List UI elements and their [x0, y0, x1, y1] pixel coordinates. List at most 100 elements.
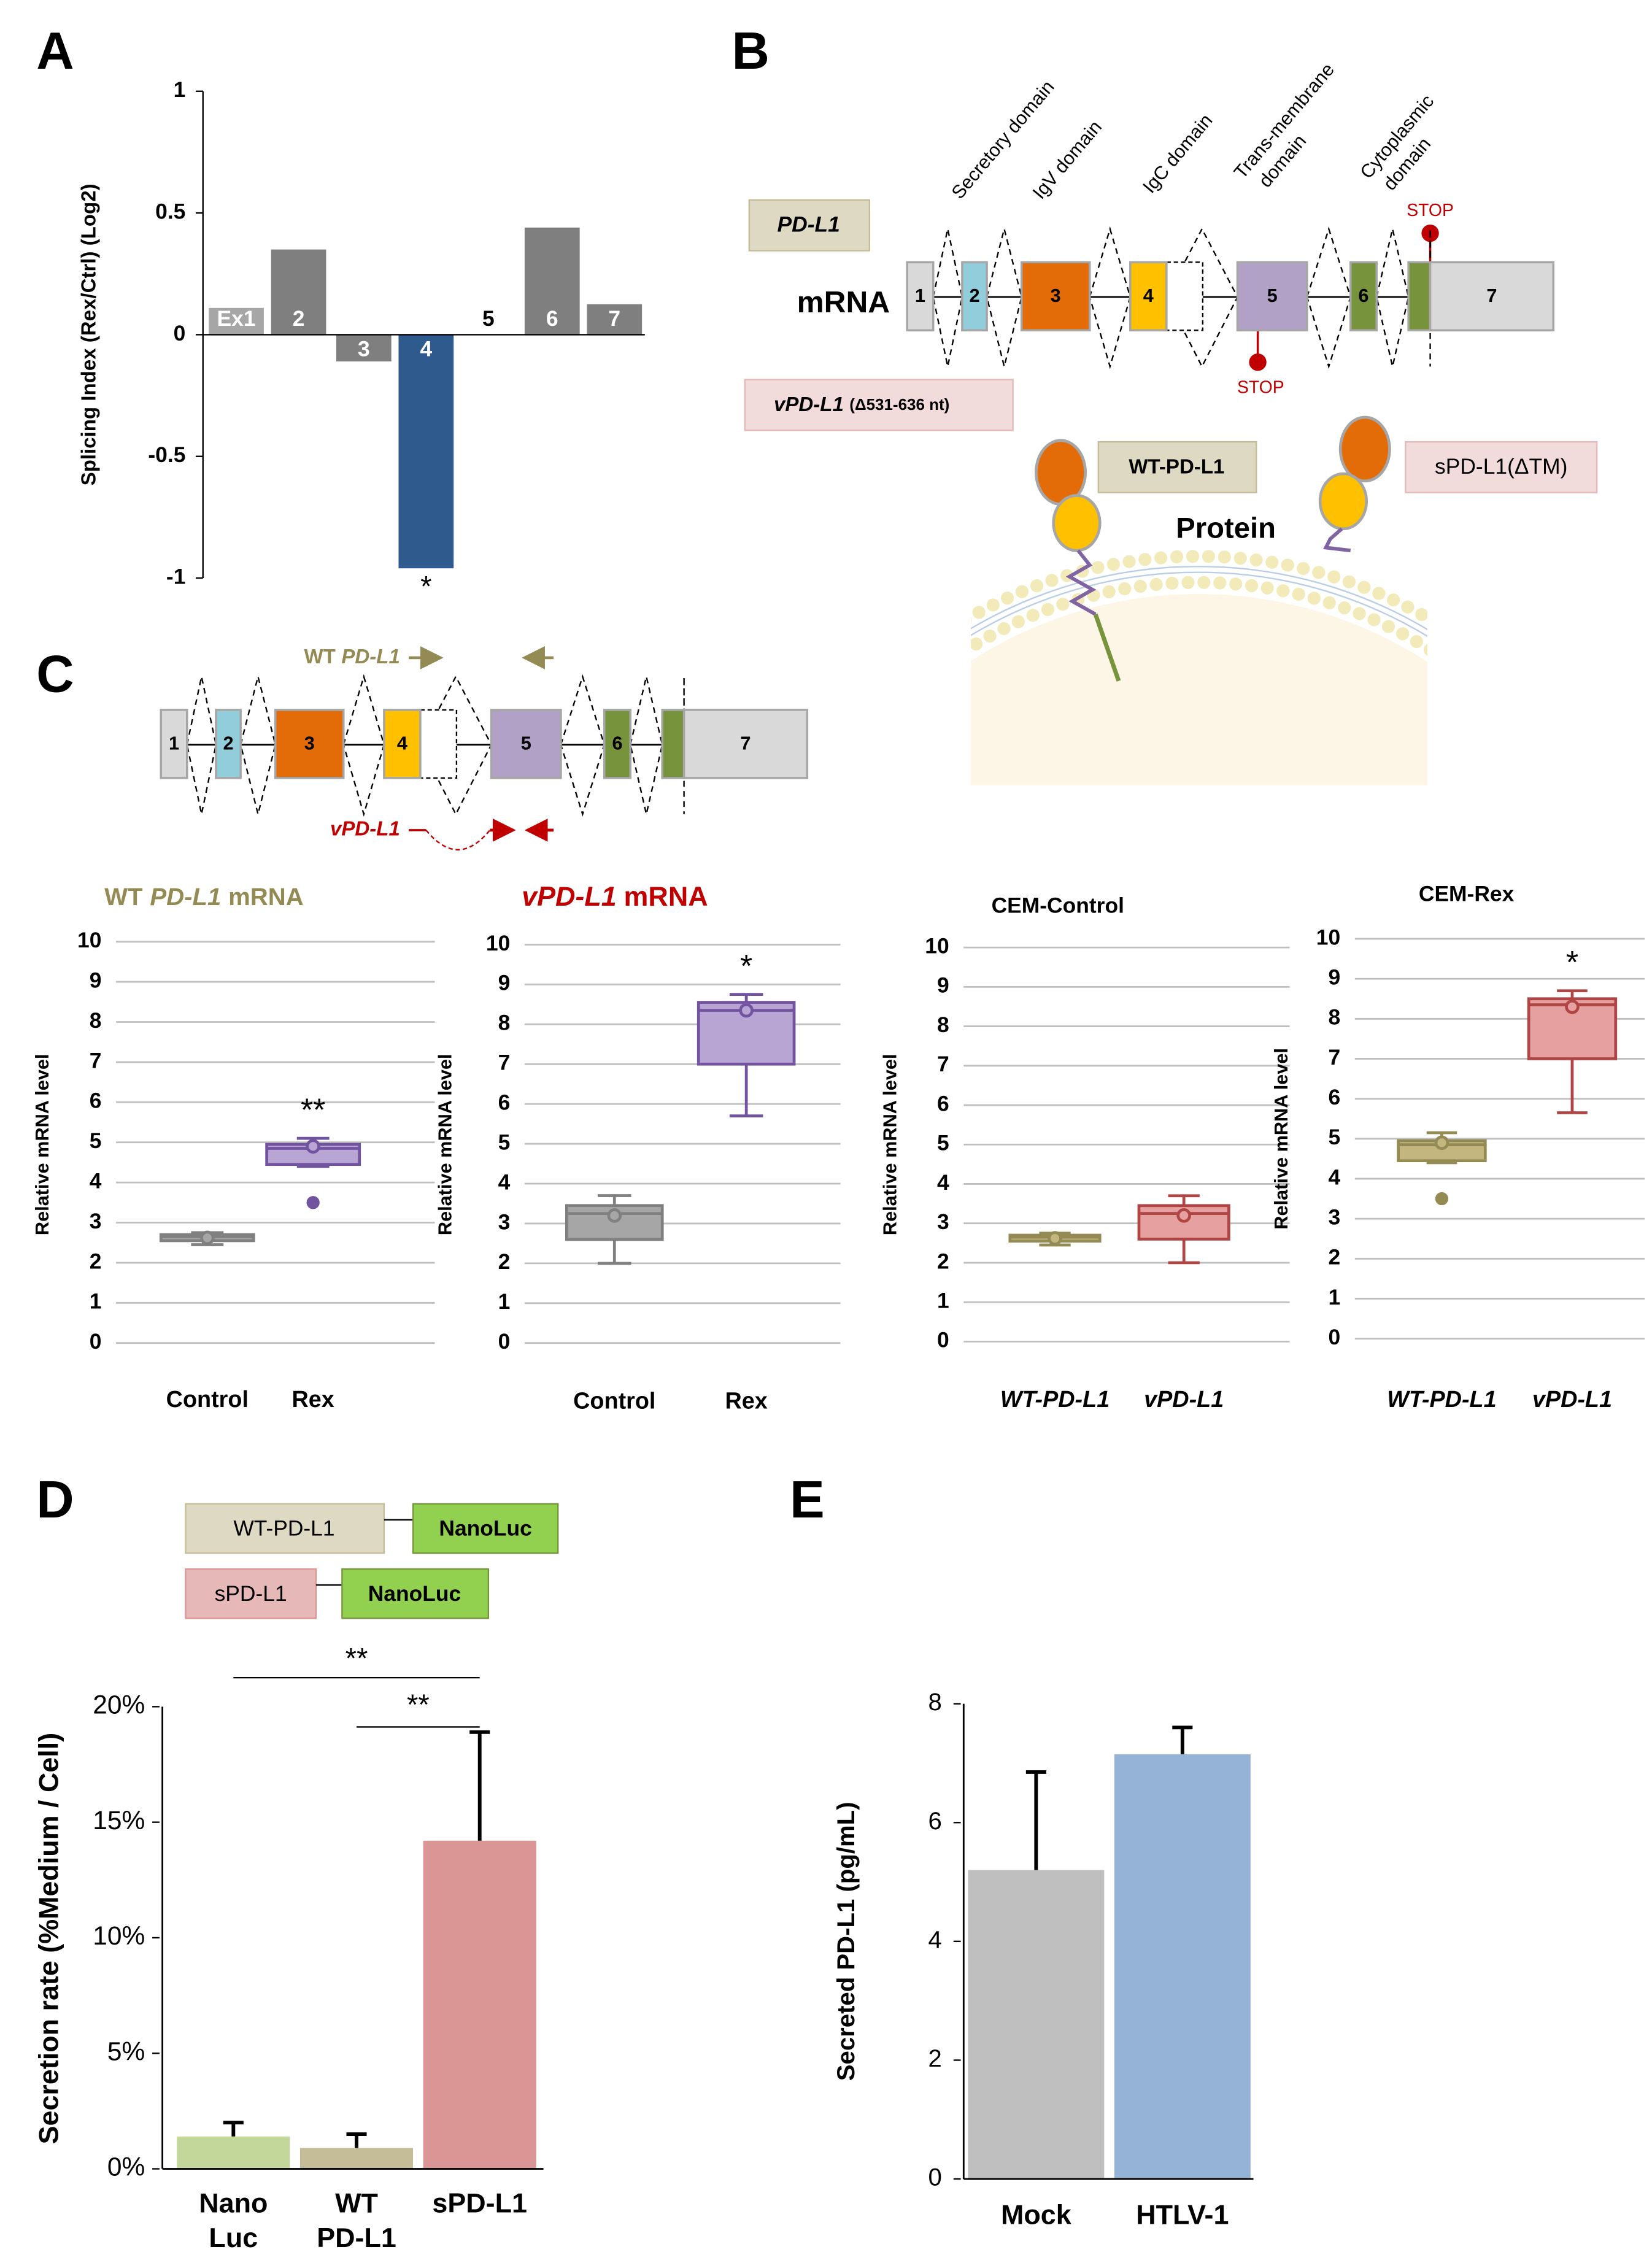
exon: [1429, 261, 1555, 332]
exon: [661, 709, 685, 779]
title-part: mRNA: [624, 881, 708, 912]
y-tick-label: 9: [498, 971, 511, 995]
bar: [271, 249, 326, 335]
y-tick-label: 5: [498, 1130, 511, 1154]
bar: [177, 2136, 290, 2169]
protein-label-box: [1097, 441, 1257, 493]
cell-interior: [971, 594, 1427, 785]
y-tick-label: 0: [90, 1329, 102, 1354]
mean: [1176, 1208, 1191, 1223]
igc-domain: [1318, 472, 1368, 531]
y-tick-label: 7: [937, 1052, 949, 1076]
igv-domain: [1338, 415, 1391, 483]
category-label: Nano: [199, 2187, 268, 2218]
construct-label: NanoLuc: [368, 1581, 461, 1606]
whisker: [598, 1194, 631, 1206]
lipid-heads: [971, 576, 1427, 656]
y-tick-label: 0.5: [155, 199, 185, 223]
y-tick-label: 3: [1328, 1205, 1340, 1229]
category-label: 7: [608, 306, 620, 331]
y-tick-label: 6: [937, 1091, 949, 1116]
y-tick-label: 7: [90, 1048, 102, 1073]
chart-title: CEM-Control: [992, 893, 1124, 917]
y-tick-label: 8: [90, 1008, 102, 1033]
y-tick-label: 0: [174, 321, 186, 345]
y-tick-label: 10: [77, 928, 101, 952]
domain-label: IgV domain: [1028, 116, 1106, 202]
category-label: 3: [358, 337, 370, 361]
junction-link: [425, 830, 491, 850]
igc-domain: [1052, 494, 1102, 552]
mean: [1434, 1135, 1449, 1151]
stop-marker: [1249, 353, 1267, 371]
stop-label: STOP: [1237, 377, 1284, 397]
title-part: mRNA: [228, 882, 304, 910]
panel-letter: B: [732, 22, 770, 80]
variant-label-box: [744, 379, 1014, 431]
primer-label: vPD-L1: [330, 818, 400, 841]
mean: [1565, 999, 1580, 1014]
protein-label: WT-PD-L1: [1129, 455, 1224, 478]
splice-pattern: [239, 676, 277, 815]
tm-tail: [1065, 549, 1097, 616]
y-tick-label: 5: [1328, 1125, 1340, 1149]
lipid-tail: [971, 566, 1427, 631]
category-label: Rex: [725, 1389, 768, 1414]
y-tick-label: 8: [498, 1011, 511, 1035]
whisker: [1557, 1058, 1588, 1114]
annotation: **: [345, 1642, 368, 1675]
bar: [1114, 1754, 1251, 2180]
deleted-region: [419, 709, 458, 779]
exon: [1407, 261, 1432, 332]
category-label: Mock: [1001, 2199, 1071, 2230]
splice-pattern: [932, 228, 963, 367]
y-tick-label: 1: [174, 77, 186, 102]
y-tick-label: 6: [928, 1807, 942, 1835]
exon: [682, 709, 809, 779]
exon: [603, 709, 632, 779]
membrane: [971, 550, 1427, 785]
soluble-tail: [1323, 527, 1351, 553]
category-label: WT-PD-L1: [1000, 1387, 1110, 1413]
category-label: Luc: [209, 2222, 258, 2253]
y-tick-label: 8: [937, 1012, 949, 1037]
exon: [1020, 261, 1091, 332]
y-tick-label: 7: [1328, 1045, 1340, 1070]
variant-label: vPD-L1 (Δ531-636 nt): [774, 393, 949, 416]
y-tick-label: 2: [90, 1249, 102, 1273]
bar: [587, 304, 643, 335]
y-tick-label: 4: [498, 1170, 511, 1194]
category-label: PD-L1: [317, 2222, 396, 2253]
gene-label-box: [748, 199, 871, 252]
y-tick-label: 4: [90, 1168, 102, 1193]
exon-label: 2: [969, 285, 979, 306]
bar: [968, 1870, 1105, 2180]
bar: [209, 307, 264, 335]
category-label: WT: [335, 2187, 378, 2218]
category-label: WT-PD-L1: [1387, 1387, 1496, 1413]
panel-letter: E: [790, 1471, 825, 1529]
y-axis-label: Secretion rate (%Medium / Cell): [33, 1733, 64, 2145]
y-tick-label: 10: [925, 934, 949, 958]
y-tick-label: 1: [1328, 1285, 1340, 1309]
mean: [1048, 1231, 1062, 1246]
exon: [383, 709, 422, 779]
y-tick-label: 0: [498, 1329, 511, 1354]
construct-label: WT-PD-L1: [233, 1516, 334, 1541]
error-bar: [469, 1730, 490, 1841]
exon-label: 4: [1143, 285, 1154, 306]
chart-title: vPD-L1 mRNA: [522, 881, 708, 912]
y-axis-label: Relative mRNA level: [1270, 1048, 1292, 1230]
title-part: PD-L1: [150, 882, 221, 910]
primer-part: PD-L1: [341, 646, 399, 668]
mrna-label: mRNA: [797, 285, 890, 319]
exon: [274, 709, 345, 779]
whisker: [1168, 1194, 1200, 1206]
exon-label: 5: [1267, 285, 1278, 306]
y-tick-label: 3: [90, 1209, 102, 1233]
outlier: [1435, 1192, 1449, 1206]
y-tick-label: 10: [1316, 925, 1340, 949]
category-label: HTLV-1: [1136, 2199, 1229, 2230]
y-tick-label: 0: [1328, 1325, 1340, 1349]
y-tick-label: 1: [90, 1289, 102, 1314]
